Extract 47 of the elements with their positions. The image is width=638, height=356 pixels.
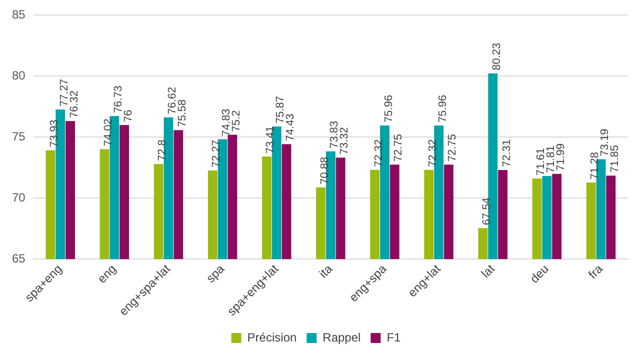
data-label: 71.85 bbox=[608, 145, 621, 173]
data-label: 71.28 bbox=[589, 152, 602, 180]
x-tick-label: fra bbox=[586, 262, 606, 282]
legend-label: F1 bbox=[386, 330, 402, 344]
data-label: 74.02 bbox=[102, 118, 115, 146]
data-label: 74.43 bbox=[284, 114, 297, 142]
data-label: 72.8 bbox=[156, 140, 169, 161]
data-label: 73.93 bbox=[48, 120, 60, 148]
data-label: 73.32 bbox=[338, 127, 351, 155]
data-label: 71.99 bbox=[554, 143, 567, 171]
data-label: 76.32 bbox=[68, 90, 80, 118]
x-tick-label: lat bbox=[478, 261, 498, 281]
data-label: 72.27 bbox=[210, 140, 223, 168]
data-label: 74.83 bbox=[220, 108, 233, 136]
data-label: 72.31 bbox=[500, 139, 513, 167]
x-tick-label: ita bbox=[316, 262, 336, 281]
y-tick-label: 85 bbox=[12, 8, 26, 22]
data-label: 76.62 bbox=[166, 86, 179, 114]
data-label: 73.19 bbox=[599, 128, 611, 156]
x-tick-label: eng bbox=[94, 262, 119, 286]
data-label: 76 bbox=[122, 110, 134, 122]
data-label: 80.23 bbox=[490, 42, 503, 70]
x-tick-label: spa bbox=[203, 262, 228, 286]
data-label: 76.73 bbox=[112, 86, 124, 114]
data-label: 75.96 bbox=[436, 94, 449, 122]
y-tick-label: 65 bbox=[12, 251, 26, 266]
data-label: 71.81 bbox=[544, 146, 557, 174]
data-label: 75.58 bbox=[176, 100, 188, 128]
data-label: 72.32 bbox=[372, 139, 385, 167]
data-label: 75.87 bbox=[274, 96, 287, 124]
data-label: 72.32 bbox=[426, 139, 439, 167]
y-tick-label: 80 bbox=[12, 68, 26, 82]
data-label: 75.96 bbox=[382, 94, 395, 122]
y-tick-label: 70 bbox=[12, 190, 26, 204]
data-label: 72.75 bbox=[392, 134, 405, 162]
legend-label: Précision bbox=[247, 330, 297, 344]
data-label: 71.61 bbox=[535, 148, 548, 176]
legend-label: Rappel bbox=[322, 330, 361, 344]
data-label: 67.54 bbox=[480, 198, 493, 226]
data-label: 73.41 bbox=[264, 126, 277, 154]
x-tick-label: deu bbox=[527, 262, 552, 286]
y-tick-label: 75 bbox=[12, 129, 26, 144]
data-label: 72.75 bbox=[446, 134, 459, 162]
data-label: 70.88 bbox=[318, 156, 331, 184]
data-label: 75.2 bbox=[230, 110, 242, 132]
data-label: 77.27 bbox=[58, 78, 70, 106]
data-label: 73.83 bbox=[328, 120, 341, 148]
